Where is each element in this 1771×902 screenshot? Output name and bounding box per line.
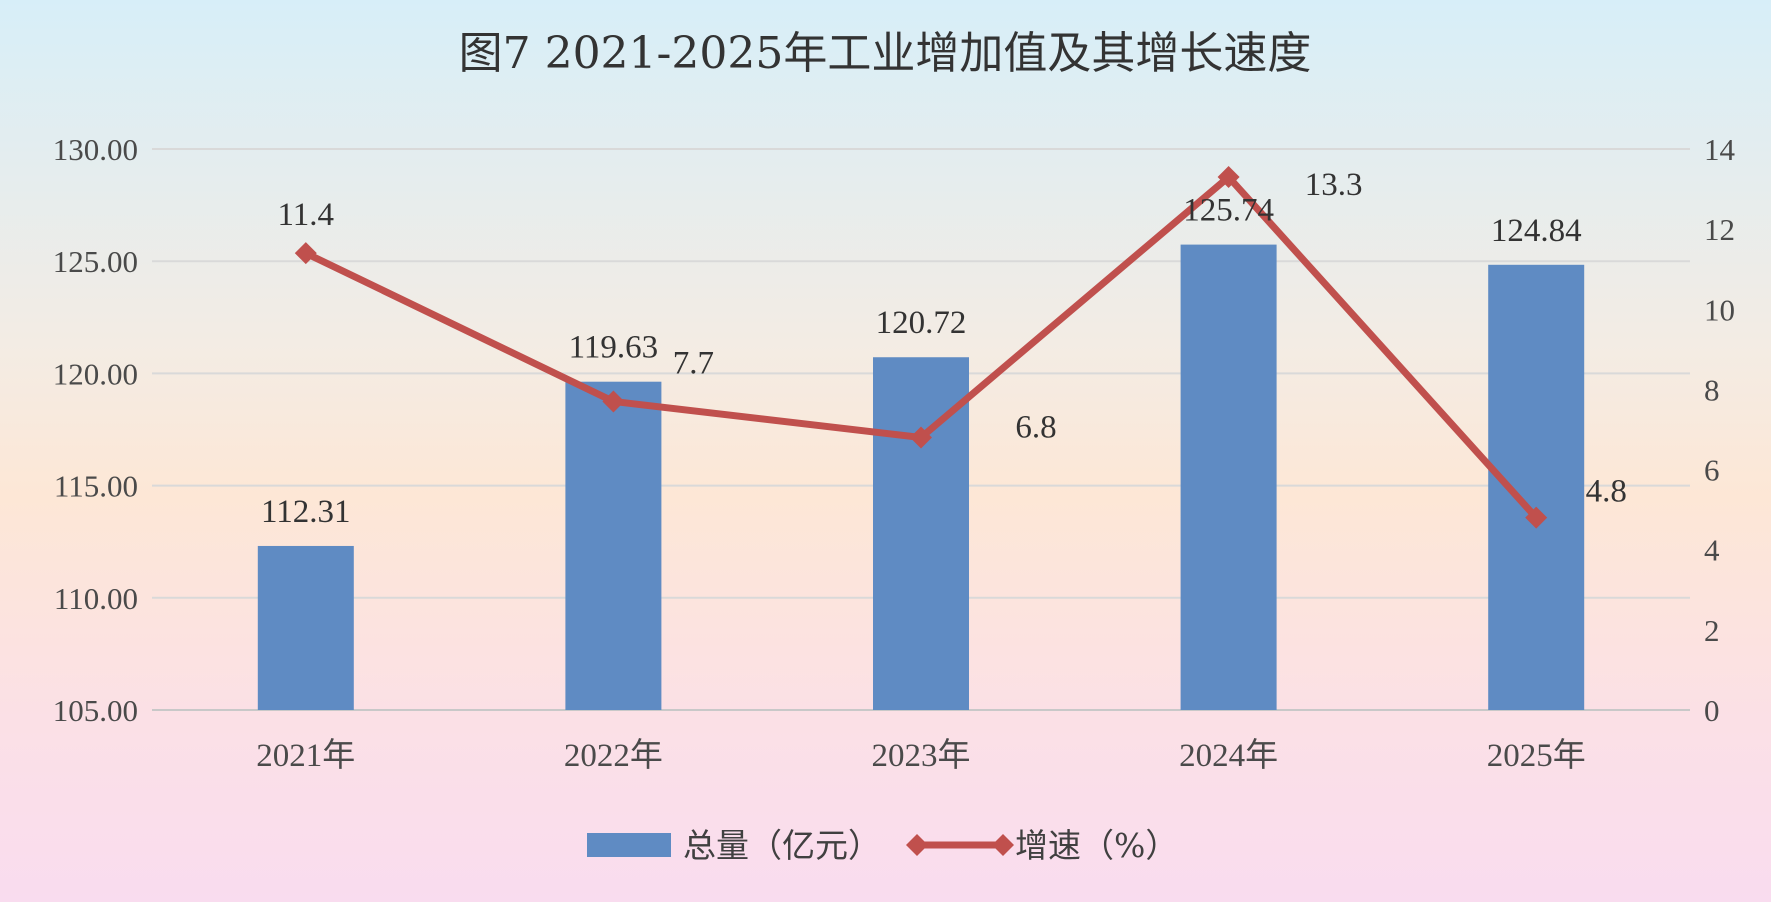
y-left-tick-label: 130.00 bbox=[53, 132, 138, 167]
x-tick-label: 2023年 bbox=[872, 737, 971, 774]
line-value-label: 6.8 bbox=[1015, 410, 1056, 446]
bar-value-label: 124.84 bbox=[1491, 213, 1582, 249]
bar-value-label: 120.72 bbox=[876, 305, 967, 341]
y-left-tick-label: 115.00 bbox=[54, 469, 138, 504]
y-right-tick-label: 0 bbox=[1704, 693, 1720, 728]
chart-title: 图7 2021-2025年工业增加值及其增长速度 bbox=[459, 28, 1312, 79]
y-axis-left: 105.00 110.00 115.00 120.00 125.00 130.00 bbox=[53, 132, 138, 728]
line-marker bbox=[602, 390, 625, 413]
line-value-label: 11.4 bbox=[278, 197, 335, 233]
x-tick-label: 2022年 bbox=[564, 737, 663, 774]
legend-label-bar: 总量（亿元） bbox=[683, 826, 881, 865]
line-marker bbox=[1217, 166, 1240, 189]
line-marker bbox=[910, 426, 932, 449]
bar bbox=[565, 381, 662, 710]
line-value-label: 4.8 bbox=[1586, 474, 1627, 510]
y-right-tick-label: 14 bbox=[1704, 132, 1736, 167]
legend: 总量（亿元） 增速（%） bbox=[587, 826, 1178, 865]
bar-value-label: 125.74 bbox=[1183, 193, 1274, 229]
line-marker bbox=[1525, 506, 1548, 529]
y-right-tick-label: 4 bbox=[1704, 533, 1720, 568]
y-right-tick-label: 8 bbox=[1704, 372, 1720, 407]
x-tick-label: 2021年 bbox=[256, 737, 355, 774]
x-tick-label: 2024年 bbox=[1179, 737, 1278, 774]
y-right-tick-label: 10 bbox=[1704, 292, 1735, 327]
y-left-tick-label: 125.00 bbox=[53, 244, 138, 279]
bar bbox=[257, 545, 354, 710]
y-left-tick-label: 105.00 bbox=[53, 693, 138, 728]
y-right-tick-label: 2 bbox=[1704, 613, 1720, 648]
line-marker bbox=[294, 242, 317, 265]
bar-series bbox=[257, 244, 1585, 710]
y-axis-right: 0 2 4 6 8 10 12 14 bbox=[1704, 132, 1736, 728]
legend-swatch-marker bbox=[906, 834, 928, 856]
y-left-tick-label: 120.00 bbox=[53, 356, 138, 391]
legend-swatch-bar bbox=[587, 833, 671, 857]
bar-value-label: 112.31 bbox=[261, 494, 351, 530]
legend-swatch-marker bbox=[992, 834, 1014, 856]
x-tick-label: 2025年 bbox=[1487, 737, 1586, 774]
bar-value-label: 119.63 bbox=[569, 330, 659, 366]
line-value-label: 13.3 bbox=[1305, 167, 1363, 203]
x-axis: 2021年 2022年 2023年 2024年 2025年 bbox=[256, 737, 1585, 774]
legend-label-line: 增速（%） bbox=[1015, 826, 1178, 865]
bar bbox=[1180, 244, 1277, 710]
y-right-tick-label: 12 bbox=[1704, 212, 1735, 247]
line-series bbox=[294, 166, 1548, 529]
bar bbox=[1488, 264, 1585, 710]
bar bbox=[873, 357, 969, 710]
y-left-tick-label: 110.00 bbox=[54, 581, 138, 616]
line-value-label: 7.7 bbox=[673, 345, 714, 381]
data-labels: 112.31 119.63 120.72 125.74 124.84 11.4 7.7 6.8… bbox=[261, 167, 1627, 530]
y-right-tick-label: 6 bbox=[1704, 453, 1720, 488]
